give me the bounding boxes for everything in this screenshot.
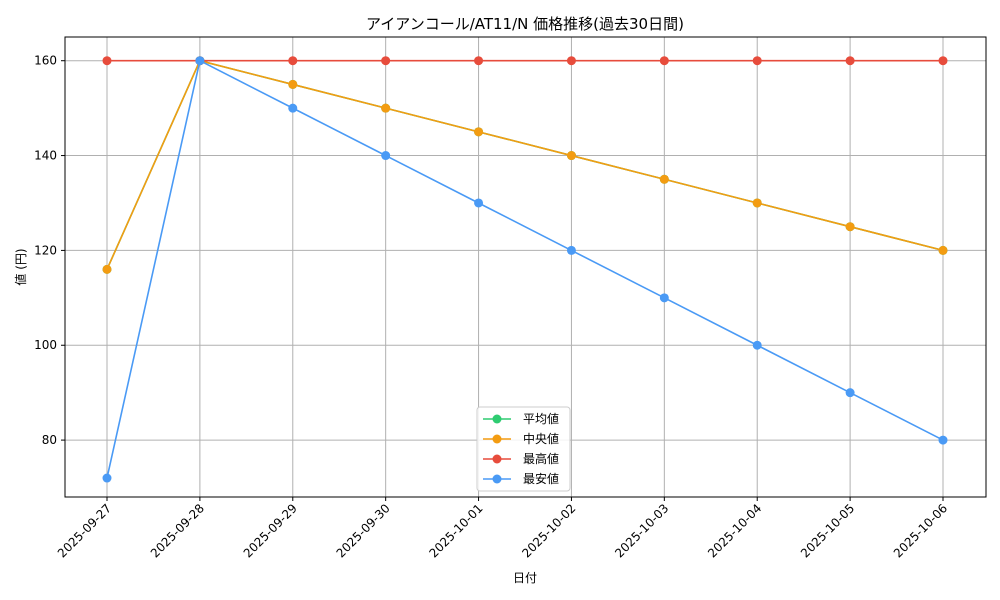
x-tick-label: 2025-09-29 (241, 501, 300, 560)
data-point (474, 198, 484, 208)
legend-marker (492, 414, 502, 424)
legend-label: 最安値 (523, 471, 559, 486)
plot-frame (64, 36, 987, 498)
data-point (566, 56, 576, 66)
data-point (659, 293, 669, 303)
legend-marker (492, 454, 502, 464)
series-1 (102, 56, 948, 274)
series-2 (102, 56, 948, 66)
data-point (845, 56, 855, 66)
y-tick-label: 160 (34, 54, 57, 68)
data-point (381, 103, 391, 113)
x-tick-label: 2025-10-02 (519, 501, 578, 560)
x-tick-label: 2025-10-01 (426, 501, 485, 560)
series-line (106, 59, 944, 479)
y-tick-label: 120 (34, 243, 57, 257)
x-tick-label: 2025-10-04 (705, 501, 764, 560)
data-point (752, 198, 762, 208)
x-tick-label: 2025-09-30 (334, 501, 393, 560)
data-point (288, 79, 298, 89)
x-tick-label: 2025-10-03 (612, 501, 671, 560)
data-point (474, 56, 484, 66)
x-axis-label: 日付 (513, 571, 537, 585)
data-point (938, 435, 948, 445)
data-point (102, 264, 112, 274)
x-tick-label: 2025-10-06 (891, 501, 950, 560)
x-tick-label: 2025-09-27 (55, 501, 114, 560)
data-point (288, 56, 298, 66)
data-point (381, 151, 391, 161)
legend-box (476, 406, 571, 492)
data-point (195, 56, 205, 66)
y-tick-label: 80 (42, 433, 57, 447)
legend-marker (492, 434, 502, 444)
data-point (102, 56, 112, 66)
x-tick-label: 2025-10-05 (798, 501, 857, 560)
data-point (752, 56, 762, 66)
y-axis: 80 100 120 140 160 (34, 54, 65, 447)
legend-label: 平均値 (523, 411, 559, 426)
data-point (938, 245, 948, 255)
series-lines (102, 56, 948, 483)
y-tick-label: 100 (34, 338, 57, 352)
data-point (474, 127, 484, 137)
x-tick-label: 2025-09-28 (148, 501, 207, 560)
x-axis: 2025-09-27 2025-09-28 2025-09-29 2025-09-30… (55, 497, 950, 560)
series-line (106, 59, 944, 270)
y-tick-label: 140 (34, 149, 57, 163)
legend-marker (492, 474, 502, 484)
data-point (659, 56, 669, 66)
data-point (381, 56, 391, 66)
legend-label: 中央値 (523, 431, 559, 446)
legend-label: 最高値 (523, 451, 559, 466)
data-point (566, 151, 576, 161)
chart-title: アイアンコール/AT11/N 価格推移(過去30日間) (366, 15, 684, 33)
series-0 (102, 56, 948, 274)
data-point (752, 340, 762, 350)
data-point (288, 103, 298, 113)
data-point (102, 473, 112, 483)
data-point (566, 245, 576, 255)
data-point (845, 388, 855, 398)
series-3 (102, 56, 948, 483)
data-point (659, 174, 669, 184)
series-line (106, 59, 944, 270)
y-axis-label: 値 (円) (13, 248, 28, 285)
data-point (845, 222, 855, 232)
data-point (938, 56, 948, 66)
